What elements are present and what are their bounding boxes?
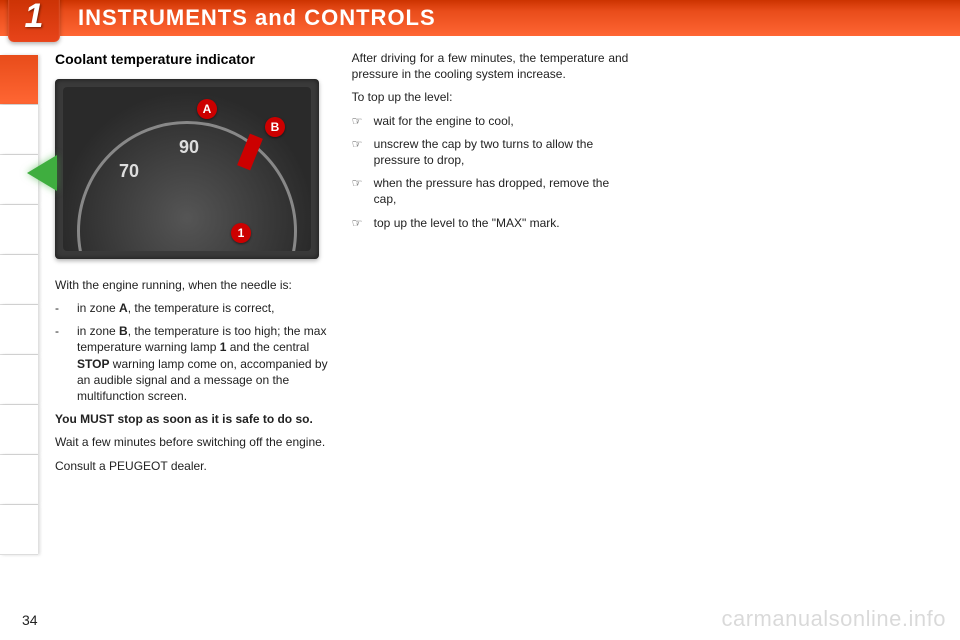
chapter-badge: 1 (8, 0, 60, 42)
column-middle: After driving for a few minutes, the tem… (352, 50, 629, 481)
section-heading: Coolant temperature indicator (55, 50, 332, 69)
body-text: With the engine running, when the needle… (55, 277, 332, 293)
side-tab (0, 405, 38, 455)
column-left: Coolant temperature indicator 70 90 A B … (55, 50, 332, 481)
list-item: unscrew the cap by two turns to allow th… (352, 136, 629, 168)
body-text: Consult a PEUGEOT dealer. (55, 458, 332, 474)
callout-1: 1 (231, 223, 251, 243)
list-item: in zone B, the temperature is too high; … (55, 323, 332, 404)
green-arrow-icon (27, 155, 57, 191)
side-tab (0, 455, 38, 505)
side-tab (0, 105, 38, 155)
side-tab (0, 305, 38, 355)
callout-b: B (265, 117, 285, 137)
page-number: 34 (22, 612, 38, 628)
header-bar: 1 INSTRUMENTS and CONTROLS (0, 0, 960, 36)
list-item: in zone A, the temperature is correct, (55, 300, 332, 316)
side-tab (0, 355, 38, 405)
side-tab (0, 505, 38, 555)
callout-a: A (197, 99, 217, 119)
list-item: wait for the engine to cool, (352, 113, 629, 129)
body-text: To top up the level: (352, 89, 629, 105)
gauge-illustration: 70 90 A B 1 (55, 79, 319, 259)
list-item: top up the level to the "MAX" mark. (352, 215, 629, 231)
page-content: Coolant temperature indicator 70 90 A B … (55, 50, 925, 481)
body-text: After driving for a few minutes, the tem… (352, 50, 629, 82)
watermark: carmanualsonline.info (721, 606, 946, 632)
topup-list: wait for the engine to cool, unscrew the… (352, 113, 629, 231)
gauge-dial: 70 90 (63, 87, 311, 251)
list-item: when the pressure has dropped, remove th… (352, 175, 629, 207)
zone-list: in zone A, the temperature is correct, i… (55, 300, 332, 404)
chapter-number: 1 (25, 0, 44, 36)
side-tab (0, 205, 38, 255)
body-text: You MUST stop as soon as it is safe to d… (55, 411, 332, 427)
body-text: Wait a few minutes before switching off … (55, 434, 332, 450)
column-right (648, 50, 925, 481)
side-tab (0, 55, 38, 105)
page-title: INSTRUMENTS and CONTROLS (78, 5, 436, 31)
side-tab-strip (0, 55, 38, 555)
side-tab (0, 255, 38, 305)
gauge-tick-90: 90 (179, 135, 199, 159)
gauge-tick-70: 70 (119, 159, 139, 183)
